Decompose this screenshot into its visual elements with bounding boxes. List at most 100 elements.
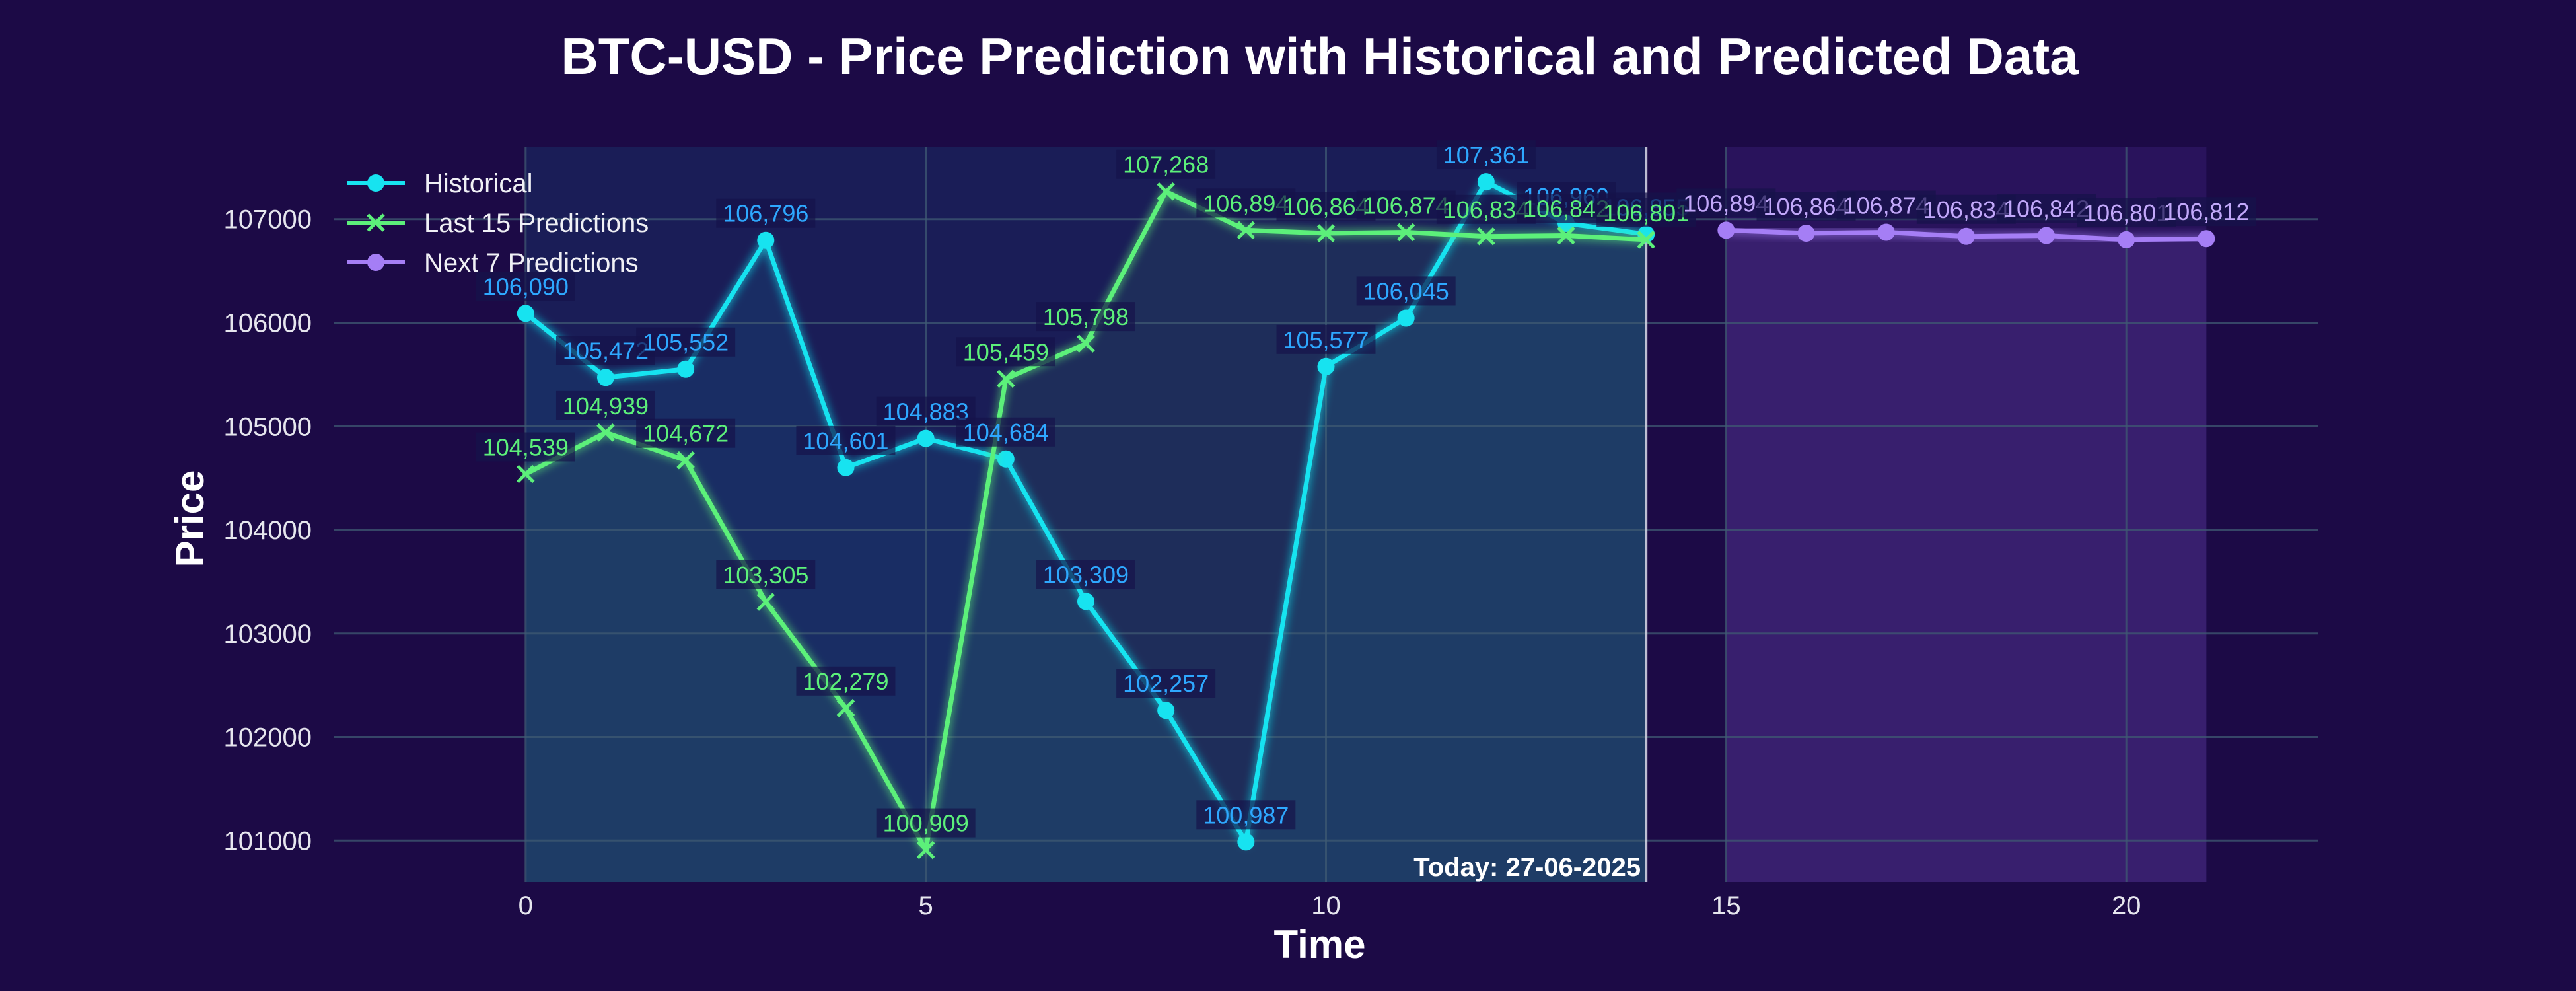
x-tick-label: 20 [2112, 891, 2141, 920]
y-tick-label: 102000 [224, 723, 312, 752]
historical-point [1157, 702, 1175, 719]
prediction-point [676, 451, 695, 470]
prediction-data-label: 106,894 [1203, 190, 1289, 217]
prediction-data-label: 100,909 [883, 810, 969, 837]
prediction-data-label: 104,939 [563, 392, 649, 420]
y-tick-label: 105000 [224, 412, 312, 441]
prediction-point [596, 423, 615, 442]
historical-point [1317, 357, 1335, 375]
historical-data-label: 106,796 [723, 200, 808, 227]
prediction-point [1637, 231, 1655, 249]
x-axis-label: Time [1274, 922, 1366, 967]
today-label: Today: 27-06-2025 [1413, 853, 1641, 882]
prediction-label-bg [716, 560, 816, 589]
next-predictions-area-fill [1726, 230, 2207, 882]
historical-point [917, 429, 935, 447]
historical-data-label: 104,684 [963, 419, 1049, 446]
historical-point [997, 450, 1015, 468]
prediction-data-label: 106,834 [1443, 196, 1529, 223]
prediction-data-label: 106,801 [1603, 200, 1689, 227]
x-tick-label: 10 [1311, 891, 1341, 920]
historical-data-label: 104,883 [883, 398, 969, 425]
historical-label-bg [1276, 324, 1376, 354]
next-prediction-data-label: 106,812 [2163, 198, 2249, 225]
prediction-data-label: 105,459 [963, 338, 1049, 365]
historical-label-bg [1356, 276, 1456, 306]
next-prediction-point [1797, 225, 1815, 242]
next-prediction-data-label: 106,864 [1763, 193, 1849, 220]
prediction-label-bg [1116, 149, 1216, 179]
legend-next-prediction-marker [367, 254, 384, 271]
prediction-point [1077, 334, 1095, 353]
legend-prediction-label: Last 15 Predictions [424, 209, 649, 238]
plot-area: 0 5 10 15 20 101000 102000 103000 104000 105000 10… [224, 140, 2318, 920]
prediction-label-bg [876, 808, 976, 838]
historical-point [757, 231, 775, 249]
next-prediction-data-label: 106,894 [1683, 190, 1769, 217]
prediction-point [1396, 223, 1415, 242]
next-prediction-label-bg [2157, 197, 2256, 227]
historical-data-label: 106,090 [483, 273, 569, 300]
next-prediction-point [2038, 227, 2056, 244]
historical-point [837, 459, 855, 476]
historical-point [1397, 309, 1415, 327]
prediction-point [756, 593, 775, 611]
y-tick-label: 104000 [224, 516, 312, 545]
y-tick-label: 103000 [224, 620, 312, 649]
historical-label-bg [1196, 800, 1296, 830]
historical-label-bg [1116, 669, 1216, 698]
history-region-shade [525, 147, 1647, 882]
prediction-data-label: 107,268 [1123, 151, 1209, 178]
historical-data-label: 105,472 [563, 337, 649, 364]
historical-label-bg [796, 425, 896, 455]
prediction-label-bg [636, 418, 736, 448]
prediction-point [1477, 227, 1495, 246]
prediction-point [836, 699, 855, 717]
historical-point [677, 360, 695, 378]
historical-data-label: 105,552 [643, 329, 729, 356]
prediction-point [1316, 224, 1336, 242]
historical-data-label: 107,361 [1443, 141, 1529, 168]
historical-data-label: 103,309 [1043, 561, 1129, 588]
next-prediction-data-label: 106,834 [1923, 196, 2009, 223]
legend-historical-label: Historical [424, 169, 532, 198]
y-tick-label: 107000 [224, 205, 312, 235]
prediction-data-label: 103,305 [723, 562, 808, 589]
historical-data-label: 105,577 [1283, 326, 1369, 353]
historical-data-label: 100,987 [1203, 801, 1289, 828]
historical-point [1477, 173, 1495, 191]
historical-point [1237, 833, 1255, 851]
x-tick-label: 0 [519, 891, 533, 920]
next-prediction-data-label: 106,874 [1843, 192, 1929, 219]
historical-data-label: 106,045 [1363, 277, 1449, 305]
historical-data-label: 102,257 [1123, 670, 1209, 697]
x-tick-label: 15 [1711, 891, 1741, 920]
historical-label-bg [1036, 560, 1135, 589]
legend-next-prediction-label: Next 7 Predictions [424, 248, 639, 277]
y-axis-label: Price [168, 470, 212, 568]
legend-historical-marker [367, 174, 384, 192]
x-tick-label: 5 [919, 891, 933, 920]
chart-title: BTC-USD - Price Prediction with Historic… [561, 27, 2079, 85]
next-prediction-point [2198, 230, 2215, 248]
legend: Historical Last 15 Predictions Next 7 Pred… [347, 169, 649, 277]
historical-point [1077, 593, 1094, 610]
prediction-data-label: 104,672 [643, 420, 729, 447]
prediction-point [1557, 226, 1575, 245]
historical-point [517, 305, 534, 322]
prediction-data-label: 106,842 [1523, 196, 1609, 223]
next-prediction-point [2118, 231, 2135, 248]
prediction-label-bg [796, 666, 896, 696]
prediction-data-label: 105,798 [1043, 303, 1129, 330]
historical-label-bg [636, 327, 736, 357]
prediction-data-label: 106,874 [1363, 192, 1449, 219]
prediction-point [1157, 182, 1175, 201]
next-prediction-point [1877, 223, 1895, 241]
predictions-area-fill [525, 191, 1647, 882]
legend-prediction-marker [367, 213, 385, 232]
historical-label-bg [1436, 140, 1536, 170]
prediction-label-bg [476, 432, 575, 462]
next-prediction-data-label: 106,842 [2003, 196, 2089, 223]
next-prediction-point [1957, 227, 1975, 245]
